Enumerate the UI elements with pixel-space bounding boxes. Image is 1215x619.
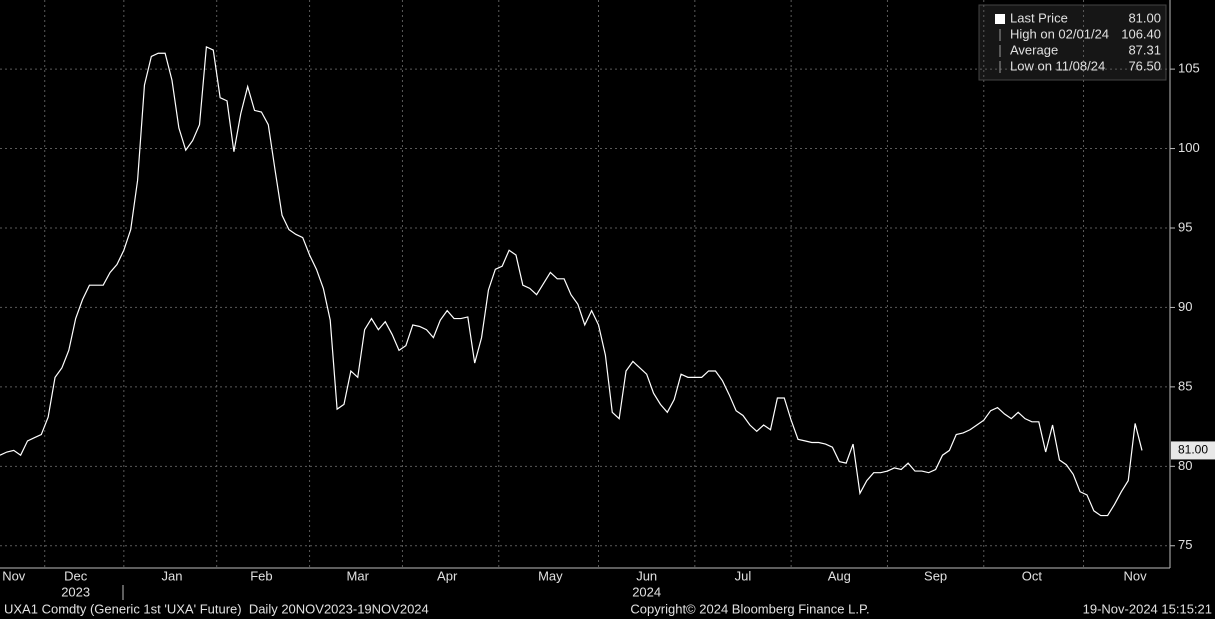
x-tick-label: Jun <box>636 568 657 583</box>
x-tick-label: Feb <box>250 568 272 583</box>
y-tick-label: 80 <box>1178 458 1192 473</box>
y-tick-label: 90 <box>1178 299 1192 314</box>
legend-label: Average <box>1010 42 1058 57</box>
legend-swatch <box>995 14 1005 24</box>
x-tick-label: Apr <box>437 568 458 583</box>
y-tick-label: 85 <box>1178 378 1192 393</box>
x-tick-label: Sep <box>924 568 947 583</box>
legend-value: 81.00 <box>1128 10 1161 25</box>
legend-value: 87.31 <box>1128 42 1161 57</box>
legend-label: Low on 11/08/24 <box>1010 58 1105 73</box>
legend-label: High on 02/01/24 <box>1010 26 1109 41</box>
x-tick-label: May <box>538 568 563 583</box>
x-tick-label: Oct <box>1022 568 1043 583</box>
year-label: 2024 <box>632 584 661 599</box>
x-tick-label: Mar <box>347 568 370 583</box>
y-tick-label: 75 <box>1178 537 1192 552</box>
last-price-tag: 81.00 <box>1178 443 1208 457</box>
year-label: 2023 <box>61 584 90 599</box>
x-tick-label: Jan <box>162 568 183 583</box>
legend-value: 76.50 <box>1128 58 1161 73</box>
x-tick-label: Nov <box>1124 568 1148 583</box>
x-tick-label: Jul <box>735 568 752 583</box>
footer-center: Copyright© 2024 Bloomberg Finance L.P. <box>630 601 869 616</box>
legend-label: Last Price <box>1010 10 1068 25</box>
y-tick-label: 100 <box>1178 140 1200 155</box>
x-tick-label: Dec <box>64 568 88 583</box>
footer-right: 19-Nov-2024 15:15:21 <box>1083 601 1212 616</box>
legend-box <box>978 4 1167 81</box>
x-tick-label: Aug <box>828 568 851 583</box>
last-price-tag-box <box>1171 441 1215 460</box>
y-tick-label: 105 <box>1178 61 1200 76</box>
y-tick-label: 95 <box>1178 219 1192 234</box>
legend-value: 106.40 <box>1121 26 1161 41</box>
footer-left: UXA1 Comdty (Generic 1st 'UXA' Future) D… <box>4 601 429 616</box>
x-tick-label: Nov <box>2 568 26 583</box>
price-line <box>0 45 1143 517</box>
